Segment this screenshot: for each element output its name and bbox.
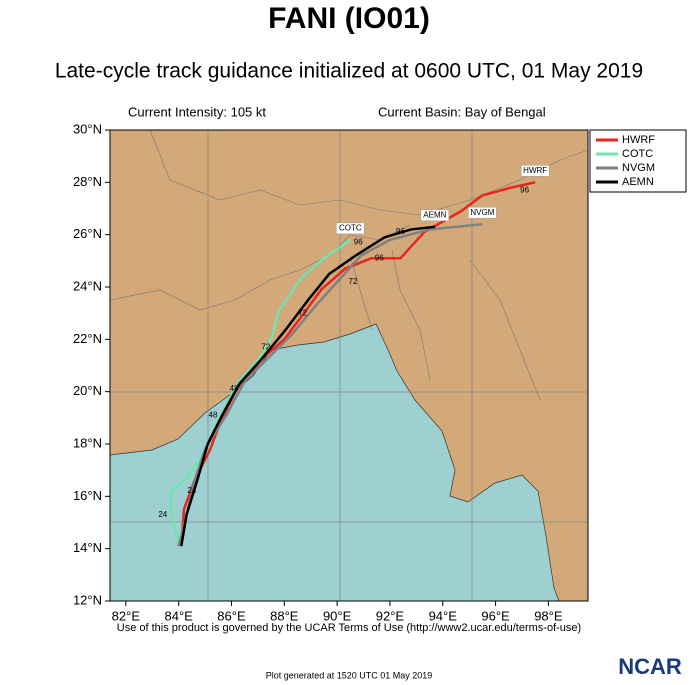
hour-label: 48 — [209, 410, 218, 419]
basin-label: Current Basin: Bay of Bengal — [378, 104, 546, 119]
legend-label: COTC — [622, 148, 653, 160]
hour-label: 72 — [298, 308, 307, 317]
hour-label: 24 — [187, 486, 196, 495]
intensity-label: Current Intensity: 105 kt — [128, 104, 266, 119]
legend-label: HWRF — [622, 134, 655, 146]
logo: NCAR — [618, 654, 682, 679]
track-label: AEMN — [423, 210, 446, 219]
y-tick-label: 28°N — [73, 174, 102, 189]
hour-label: 24 — [158, 510, 167, 519]
generated: Plot generated at 1520 UTC 01 May 2019 — [266, 670, 433, 680]
y-tick-label: 30°N — [73, 121, 102, 136]
x-tick-label: 86°E — [217, 608, 246, 623]
x-tick-label: 98°E — [534, 608, 563, 623]
legend-label: AEMN — [622, 176, 654, 188]
x-tick-label: 88°E — [270, 608, 299, 623]
x-tick-label: 96°E — [481, 608, 510, 623]
y-tick-label: 22°N — [73, 331, 102, 346]
track — [180, 181, 536, 547]
hour-label: 72 — [261, 342, 270, 351]
track — [177, 222, 483, 547]
plot-frame — [109, 129, 589, 602]
footer: Use of this product is governed by the U… — [117, 622, 581, 634]
x-tick-label: 82°E — [112, 608, 141, 623]
x-tick-label: 90°E — [323, 608, 352, 623]
chart-title: FANI (IO01) — [268, 2, 430, 35]
x-tick-label: 92°E — [376, 608, 405, 623]
y-tick-label: 18°N — [73, 435, 102, 450]
x-tick-label: 84°E — [164, 608, 193, 623]
y-tick-label: 12°N — [73, 592, 102, 607]
track — [180, 225, 435, 547]
borders — [109, 129, 589, 401]
hour-label: 96 — [354, 238, 363, 247]
hour-label: 96 — [396, 227, 405, 236]
track-label: NVGM — [470, 208, 494, 217]
hour-label: 96 — [375, 253, 384, 262]
track-label-box — [468, 206, 497, 219]
y-tick-label: 14°N — [73, 540, 102, 555]
track-label-box — [520, 165, 550, 177]
track-label: HWRF — [523, 166, 547, 175]
legend-label: NVGM — [622, 162, 655, 174]
y-tick-label: 26°N — [73, 226, 102, 241]
hour-label: 72 — [349, 277, 358, 286]
layer: 82°E 84°E 86°E 88°E 90°E 92°E 94°E 96°E 98°E 12°N… — [73, 121, 687, 623]
y-tick-label: 16°N — [73, 488, 102, 503]
track-label: COTC — [339, 224, 362, 233]
y-tick-label: 24°N — [73, 278, 102, 293]
track-label-box — [420, 209, 450, 222]
x-tick-label: 94°E — [429, 608, 458, 623]
graticule — [110, 130, 588, 601]
track-label-box — [336, 222, 365, 235]
hour-label: 96 — [520, 185, 529, 194]
chart-subtitle: Late-cycle track guidance initialized at… — [55, 60, 643, 83]
y-tick-label: 20°N — [73, 383, 102, 398]
hour-label: 48 — [230, 384, 239, 393]
